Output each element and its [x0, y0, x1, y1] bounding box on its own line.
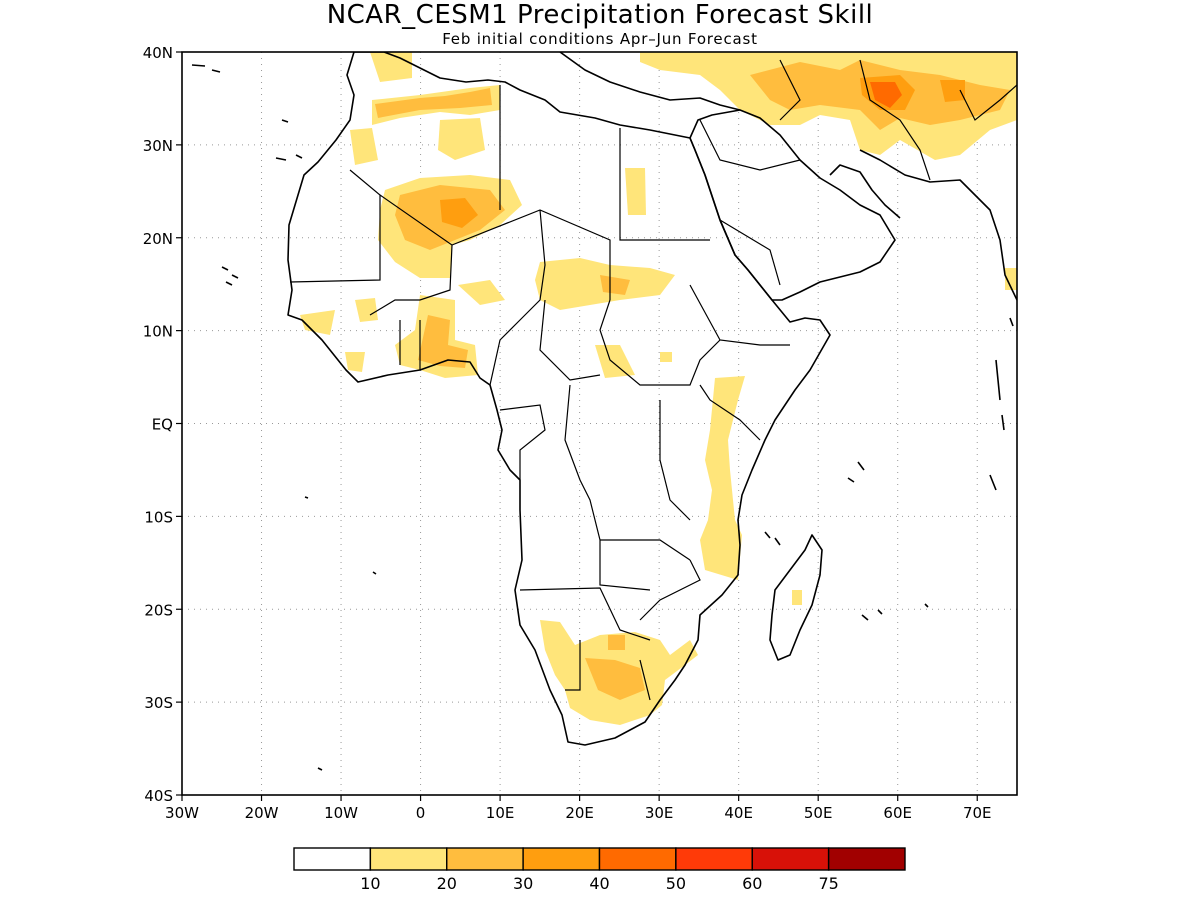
map-area — [182, 52, 1017, 795]
lon-tick-label: 10W — [324, 804, 358, 822]
madagascar-coastline — [769, 534, 823, 661]
lat-tick-label: 40N — [143, 44, 173, 62]
lat-tick-label: 20S — [144, 601, 173, 619]
skill-region-10-20 — [355, 298, 378, 322]
colorbar-swatch — [446, 847, 524, 871]
country-borders — [289, 59, 1017, 701]
lon-tick-label: 20E — [565, 804, 594, 822]
mediterranean-north-coast — [559, 52, 741, 111]
lon-tick-label: 30W — [165, 804, 199, 822]
figure-title: NCAR_CESM1 Precipitation Forecast Skill — [327, 0, 874, 30]
skill-region-10-20 — [345, 352, 365, 372]
colorbar-label: 10 — [360, 874, 380, 893]
skill-region-10-20 — [792, 590, 802, 605]
lat-tick-label: 10N — [143, 323, 173, 341]
skill-region-10-20 — [625, 168, 646, 215]
coastlines — [287, 52, 1017, 746]
colorbar-label: 20 — [437, 874, 457, 893]
colorbar-swatch — [598, 847, 677, 871]
islands — [191, 64, 1005, 771]
skill-region-10-20 — [438, 118, 485, 160]
lon-tick-label: 10E — [486, 804, 515, 822]
longitude-axis: 30W 20W 10W 0 10E 20E 30E 40E 50E 60E 70E — [165, 795, 992, 822]
skill-shading — [300, 52, 1017, 725]
lon-tick-label: 30E — [645, 804, 674, 822]
lon-tick-label: 0 — [416, 804, 426, 822]
colorbar-label: 40 — [589, 874, 609, 893]
skill-region-20-30 — [600, 275, 630, 295]
middle-east-coastline — [689, 109, 896, 301]
lon-tick-label: 20W — [245, 804, 279, 822]
lat-tick-label: 30S — [144, 694, 173, 712]
skill-region-30-40 — [940, 80, 965, 102]
skill-region-20-30 — [790, 80, 818, 108]
colorbar-label: 50 — [666, 874, 686, 893]
skill-region-40-50 — [870, 82, 902, 108]
skill-region-10-20 — [595, 345, 635, 378]
skill-region-10-20 — [660, 352, 672, 362]
arabian-gulf-coast — [829, 164, 901, 219]
lat-tick-label: 40S — [144, 787, 173, 805]
lon-tick-label: 70E — [963, 804, 992, 822]
skill-region-10-20 — [1005, 268, 1017, 290]
lon-tick-label: 60E — [883, 804, 912, 822]
colorbar-label: 30 — [513, 874, 533, 893]
skill-region-10-20 — [350, 128, 378, 165]
skill-region-20-30 — [375, 88, 492, 118]
skill-region-10-20 — [370, 52, 412, 82]
figure-subtitle: Feb initial conditions Apr–Jun Forecast — [442, 30, 758, 48]
colorbar: 10 20 30 40 50 60 75 — [293, 847, 906, 893]
lat-tick-label: 20N — [143, 230, 173, 248]
lon-tick-label: 50E — [804, 804, 833, 822]
lat-tick-label: 30N — [143, 137, 173, 155]
skill-region-10-20 — [300, 310, 335, 335]
colorbar-swatch — [827, 847, 906, 871]
colorbar-swatch — [675, 847, 753, 871]
colorbar-swatch — [522, 847, 601, 871]
colorbar-label: 60 — [742, 874, 762, 893]
sri-lanka-hint — [1009, 317, 1014, 327]
skill-region-30-40 — [440, 198, 478, 228]
colorbar-swatch — [751, 847, 830, 871]
africa-coastline — [287, 52, 831, 746]
skill-region-10-20 — [700, 376, 745, 580]
lon-tick-label: 40E — [724, 804, 753, 822]
skill-region-20-30 — [418, 315, 468, 368]
colorbar-label: 75 — [818, 874, 838, 893]
lat-tick-label: EQ — [152, 416, 173, 434]
colorbar-swatch — [293, 847, 372, 871]
skill-region-10-20 — [458, 280, 505, 305]
lat-tick-label: 10S — [144, 508, 173, 526]
skill-region-20-30 — [585, 658, 645, 700]
latitude-axis: 40N 30N 20N 10N EQ 10S 20S 30S 40S — [143, 44, 182, 805]
colorbar-swatch — [369, 847, 448, 871]
iran-coast — [859, 149, 1017, 301]
skill-region-20-30 — [608, 635, 625, 650]
